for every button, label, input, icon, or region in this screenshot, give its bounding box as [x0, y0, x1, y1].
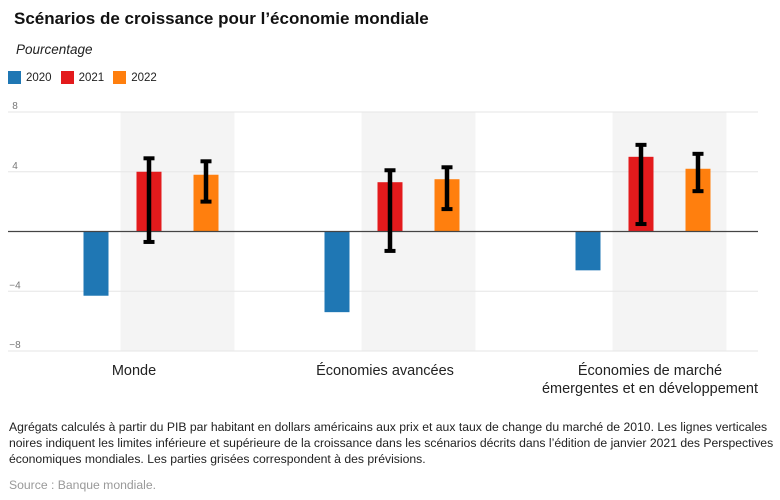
chart-plot: −8 −4 4 8 Monde Économies avancées Économies d…	[8, 101, 758, 397]
y-tick-label-0: −8	[9, 340, 21, 351]
bar-2020-economies-avancees	[324, 231, 350, 313]
range-2021-economies-avancees	[384, 168, 396, 253]
range-2022-monde	[200, 159, 212, 204]
y-tick-label-3: 4	[12, 161, 18, 172]
bar-2020-economies-de-marche-emergentes-et-en-developpement	[575, 231, 601, 271]
range-2022-economies-de-marche-emergentes-et-en-developpement	[692, 151, 704, 194]
category-label-economies-avancees: Économies avancées	[316, 362, 454, 379]
category-label-economies-de-marche-emergentes-et-en-developpement-line-1: Économies de marché	[578, 362, 722, 379]
y-tick-label-4: 8	[12, 101, 18, 112]
category-label-monde: Monde	[112, 363, 156, 379]
category-label-economies-de-marche-emergentes-et-en-developpement-line-2: émergentes et en développement	[542, 381, 758, 397]
legend-label-2022: 2022	[131, 71, 157, 84]
legend-item-2020[interactable]: 2020	[8, 71, 52, 84]
legend-item-2021[interactable]: 2021	[60, 71, 105, 84]
legend-swatch-2022	[113, 71, 127, 84]
bar-2020-monde	[83, 231, 109, 296]
legend-label-2020: 2020	[26, 71, 52, 84]
chart-title: Scénarios de croissance pour l’économie …	[14, 9, 429, 28]
chart-notes: Agrégats calculés à partir du PIB par ha…	[9, 420, 774, 466]
legend: 2020 2021 2022	[8, 71, 166, 84]
legend-swatch-2021	[60, 71, 74, 84]
y-tick-label-1: −4	[9, 280, 21, 291]
range-2021-monde	[143, 156, 155, 244]
range-2022-economies-avancees	[441, 165, 453, 212]
legend-item-2022[interactable]: 2022	[113, 71, 157, 84]
chart-source: Source : Banque mondiale.	[9, 478, 157, 492]
legend-swatch-2020	[8, 71, 21, 84]
chart-subtitle: Pourcentage	[16, 42, 93, 57]
range-2021-economies-de-marche-emergentes-et-en-developpement	[635, 142, 647, 227]
legend-label-2021: 2021	[78, 71, 105, 84]
